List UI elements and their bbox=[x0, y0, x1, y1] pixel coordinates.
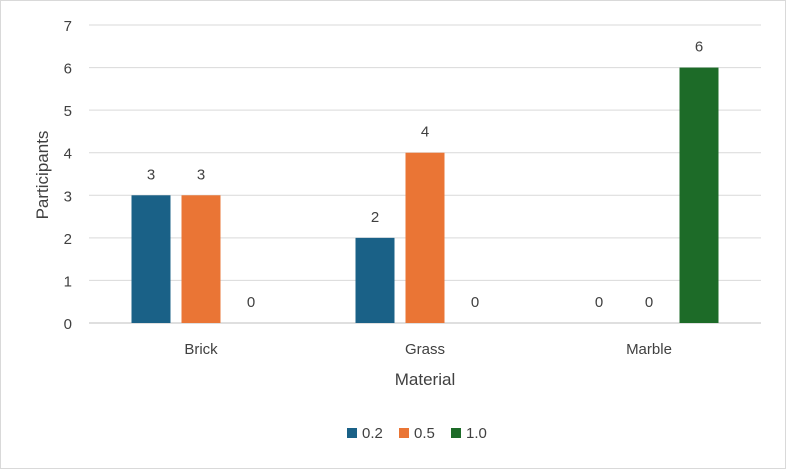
data-label: 4 bbox=[421, 124, 429, 141]
x-tick-label: Marble bbox=[626, 341, 672, 358]
data-label: 0 bbox=[247, 294, 255, 311]
y-tick-label: 7 bbox=[64, 18, 72, 35]
x-axis-ticks: Brick Grass Marble bbox=[184, 341, 672, 358]
y-tick-label: 5 bbox=[64, 103, 72, 120]
data-label: 3 bbox=[147, 166, 155, 183]
y-tick-label: 4 bbox=[64, 146, 72, 163]
data-label: 0 bbox=[471, 294, 479, 311]
legend-label: 0.2 bbox=[362, 425, 383, 442]
data-label: 0 bbox=[645, 294, 653, 311]
bar-grass-0.5 bbox=[405, 152, 445, 323]
legend-swatch bbox=[347, 428, 357, 438]
data-label: 0 bbox=[595, 294, 603, 311]
x-axis-title: Material bbox=[395, 370, 455, 389]
legend-swatch bbox=[399, 428, 409, 438]
y-tick-label: 0 bbox=[64, 316, 72, 333]
bar-marble-1.0 bbox=[679, 67, 719, 323]
x-tick-label: Brick bbox=[184, 341, 218, 358]
bar-grass-0.2 bbox=[355, 237, 395, 323]
data-label: 6 bbox=[695, 39, 703, 56]
data-label: 3 bbox=[197, 166, 205, 183]
bar-brick-0.2 bbox=[131, 195, 171, 323]
y-axis-ticks: 0 1 2 3 4 5 6 7 bbox=[64, 18, 72, 333]
legend-label: 1.0 bbox=[466, 425, 487, 442]
legend-swatch bbox=[451, 428, 461, 438]
y-tick-label: 3 bbox=[64, 188, 72, 205]
legend: 0.2 0.5 1.0 bbox=[347, 425, 487, 442]
data-label: 2 bbox=[371, 209, 379, 226]
bars bbox=[131, 67, 719, 323]
data-labels: 3 3 0 2 4 0 0 0 6 bbox=[147, 39, 703, 311]
y-axis-title: Participants bbox=[33, 131, 52, 220]
y-tick-label: 1 bbox=[64, 273, 72, 290]
legend-label: 0.5 bbox=[414, 425, 435, 442]
bar-brick-0.5 bbox=[181, 195, 221, 323]
y-tick-label: 6 bbox=[64, 61, 72, 78]
y-tick-label: 2 bbox=[64, 231, 72, 248]
x-tick-label: Grass bbox=[405, 341, 445, 358]
